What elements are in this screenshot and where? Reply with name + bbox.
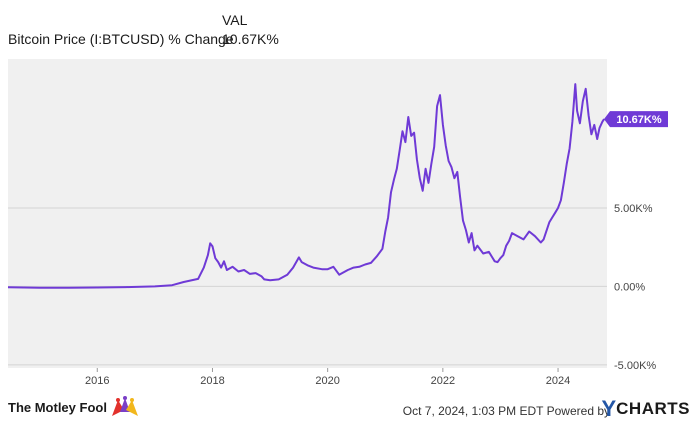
x-tick-label: 2020	[315, 375, 339, 386]
motley-fool-brand: The Motley Fool	[8, 399, 107, 415]
line-chart[interactable]: -5.00K% 0.00% 5.00K% 2016 2018 2020 2022 2024 10…	[0, 56, 700, 386]
ycharts-logo-text: CHARTS	[616, 399, 690, 418]
legend-column-header: VAL	[222, 12, 248, 28]
jester-hat-icon	[111, 396, 138, 416]
ycharts-logo-y: Y	[601, 396, 617, 421]
plot-area	[8, 59, 607, 368]
y-tick-label: 0.00%	[614, 281, 645, 293]
x-tick-label: 2016	[85, 375, 109, 386]
legend-series-name: Bitcoin Price (I:BTCUSD) % Change	[8, 31, 234, 47]
current-value-badge	[604, 111, 668, 128]
x-tick-label: 2018	[200, 375, 224, 386]
x-tick-label: 2022	[431, 375, 455, 386]
legend-series-value: 10.67K%	[222, 31, 279, 47]
current-value-label: 10.67K%	[616, 114, 661, 126]
series-line	[7, 83, 605, 289]
motley-fool-logo: The Motley Fool	[8, 396, 140, 418]
ycharts-logo: Y CHARTS	[601, 398, 690, 420]
timestamp-credit: Oct 7, 2024, 1:03 PM EDT Powered by	[402, 404, 610, 418]
y-tick-label: -5.00K%	[614, 360, 656, 372]
x-tick-label: 2024	[546, 375, 570, 386]
y-tick-label: 5.00K%	[614, 203, 653, 215]
footer: The Motley Fool Oct 7, 2024, 1:03 PM EDT…	[0, 392, 700, 428]
